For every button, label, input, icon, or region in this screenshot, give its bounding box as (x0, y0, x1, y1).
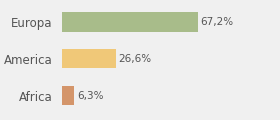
Bar (62, 12, 198, 32)
Text: 26,6%: 26,6% (118, 54, 151, 64)
Text: 67,2%: 67,2% (200, 17, 233, 27)
Text: 6,3%: 6,3% (77, 91, 103, 101)
Bar (62, 49, 116, 68)
Bar (62, 86, 74, 105)
